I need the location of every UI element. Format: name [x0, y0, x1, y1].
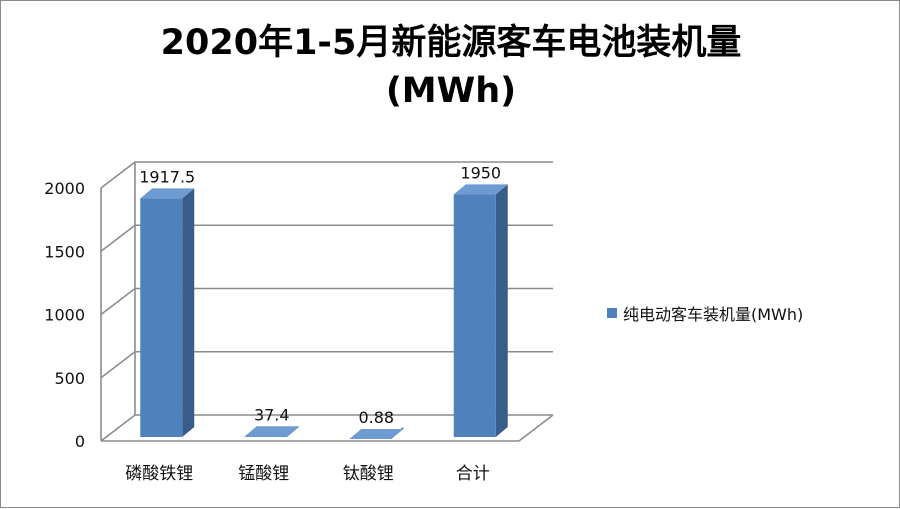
- y-tick-label: 0: [75, 432, 85, 451]
- x-tick-label: 磷酸铁锂: [125, 464, 193, 484]
- y-tick-label: 2000: [44, 179, 85, 198]
- bar: [244, 436, 287, 437]
- bar-top: [349, 429, 404, 439]
- floor-edge: [518, 414, 554, 442]
- y-tick-label: 500: [54, 369, 85, 388]
- data-label: 1950: [460, 163, 501, 182]
- bar-side: [495, 184, 508, 437]
- x-tick-label: 合计: [456, 464, 490, 484]
- data-label: 1917.5: [139, 167, 195, 186]
- legend-swatch: [607, 308, 617, 318]
- x-tick-label: 钛酸锂: [343, 464, 394, 484]
- bar-top: [140, 188, 195, 199]
- bar-side: [286, 426, 299, 437]
- bar-side: [182, 188, 195, 437]
- legend-label: 纯电动客车装机量(MWh): [623, 305, 804, 324]
- data-label: 37.4: [254, 405, 290, 424]
- x-tick-label: 锰酸锂: [238, 464, 289, 484]
- chart-title-line-2: (MWh): [385, 71, 517, 111]
- data-label: 0.88: [358, 408, 394, 427]
- chart-title-line-1: 2020年1-5月新能源客车电池装机量: [160, 23, 742, 63]
- y-tick-label: 1000: [44, 306, 85, 325]
- bar-top: [244, 426, 299, 437]
- legend: 纯电动客车装机量(MWh): [607, 301, 803, 325]
- bar: [453, 194, 496, 437]
- y-tick-label: 1500: [44, 242, 85, 261]
- bar-top: [453, 184, 508, 195]
- chart-title: 2020年1-5月新能源客车电池装机量 (MWh): [1, 19, 900, 115]
- bar: [140, 198, 183, 437]
